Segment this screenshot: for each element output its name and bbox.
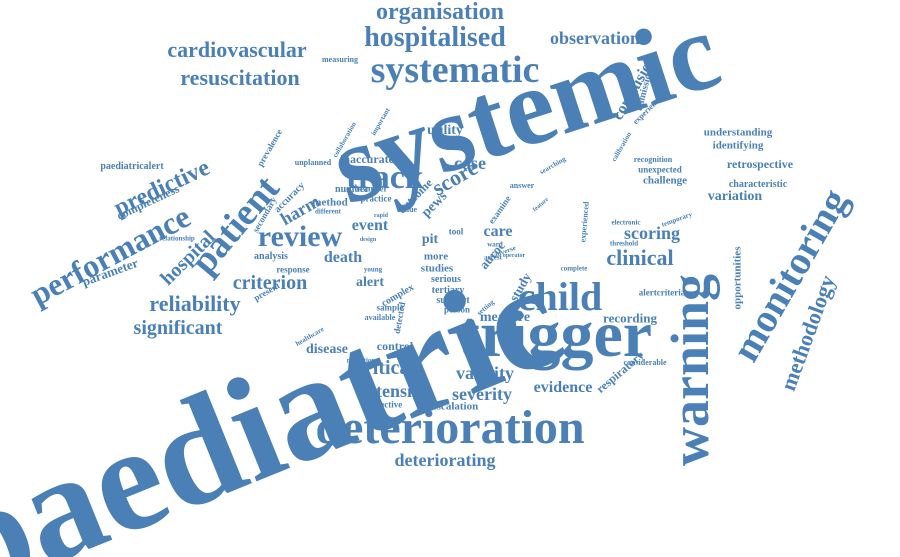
word-objective: objective: [367, 399, 403, 410]
word-warning: warning: [660, 273, 720, 467]
word-reliability: reliability: [149, 291, 241, 316]
word-electronic: electronic: [611, 218, 641, 227]
word-challenge: challenge: [643, 174, 687, 187]
word-arrest: arrest: [484, 253, 502, 262]
word-response: response: [276, 264, 310, 275]
word-validity: validity: [455, 363, 515, 383]
word-characteristic: characteristic: [728, 179, 788, 190]
word-care: care: [483, 223, 513, 240]
word-intensive: intensive: [360, 381, 430, 401]
word-person: person: [443, 304, 471, 315]
word-cardiovascular: cardiovascular: [167, 37, 307, 62]
word-examine: examine: [486, 193, 513, 226]
word-unexpected: unexpected: [638, 164, 682, 175]
word-method: method: [312, 196, 348, 209]
word-observation: observation: [550, 28, 640, 48]
word-monitoring: monitoring: [722, 180, 857, 369]
word-utility: utility: [427, 123, 463, 138]
word-disease: disease: [306, 342, 348, 357]
word-analysis: analysis: [254, 251, 288, 262]
word-track: track: [346, 159, 424, 196]
word-child: child: [517, 274, 603, 319]
word-criterion: criterion: [232, 272, 308, 294]
word-severity: severity: [452, 384, 512, 404]
word-inaccurate: inaccurate: [340, 152, 394, 166]
word-trigger: trigger: [457, 298, 653, 371]
word-opportunities: opportunities: [731, 246, 744, 310]
word-understanding: understanding: [703, 126, 773, 139]
word-alertcriteria: alertcriteria: [638, 287, 686, 298]
word-young: young: [363, 265, 383, 274]
word-systematic: systematic: [370, 49, 540, 91]
word-relationship: relationship: [159, 234, 195, 243]
word-unplanned: unplanned: [294, 158, 332, 167]
word-significant: significant: [133, 317, 223, 339]
word-event: event: [351, 217, 389, 234]
word-review: review: [257, 220, 343, 253]
word-escalation: escalation: [431, 400, 479, 413]
word-variation: variation: [707, 189, 763, 204]
word-ward: ward: [487, 240, 503, 249]
word-transfer: transfer: [356, 183, 388, 194]
word-rapid: rapid: [373, 213, 389, 219]
word-death: death: [323, 249, 363, 266]
word-available: available: [364, 313, 396, 322]
word-hospitalised: hospitalised: [364, 22, 506, 53]
word-more: more: [423, 250, 449, 263]
word-identifying: identifying: [712, 139, 764, 152]
word-value: value: [398, 205, 418, 214]
word-prevalence: prevalence: [254, 127, 285, 169]
word-critical: critical: [355, 357, 415, 379]
word-resuscitation: resuscitation: [180, 65, 300, 90]
word-recording: recording: [603, 310, 657, 326]
word-measuring: measuring: [322, 55, 358, 64]
word-support: support: [436, 295, 470, 306]
word-reduction: reduction: [346, 356, 376, 365]
word-feature: feature: [532, 196, 550, 214]
word-serious: serious: [431, 274, 461, 285]
word-deterioration: deterioration: [315, 401, 585, 454]
word-clinical: clinical: [606, 245, 674, 270]
word-measure: measure: [479, 310, 531, 325]
word-operator: operator: [502, 253, 526, 259]
word-alert: alert: [356, 275, 384, 290]
word-studies: studies: [420, 262, 454, 275]
word-tertiary: tertiary: [431, 285, 465, 296]
word-practice: practice: [360, 193, 392, 204]
word-paediatricalert: paediatricalert: [100, 161, 164, 172]
word-deteriorating: deteriorating: [394, 450, 496, 470]
word-answer: answer: [509, 181, 535, 190]
word-sample: sample: [376, 302, 404, 313]
word-scoring: scoring: [624, 223, 680, 243]
word-control: control: [376, 339, 414, 353]
word-tool: tool: [448, 226, 464, 237]
word-number: number: [335, 184, 369, 195]
word-evidence: evidence: [533, 379, 593, 396]
word-recognition: recognition: [633, 155, 673, 164]
word-experienced: experienced: [578, 201, 591, 243]
word-different: different: [315, 207, 341, 216]
word-design: design: [359, 237, 377, 243]
word-retrospective: retrospective: [726, 157, 794, 171]
word-complete: complete: [560, 264, 588, 273]
word-threshold: threshold: [609, 239, 639, 248]
word-organisation: organisation: [375, 0, 505, 25]
word-considerable: considerable: [623, 358, 667, 367]
word-pit: pit: [421, 232, 439, 247]
word-case: case: [454, 153, 486, 173]
